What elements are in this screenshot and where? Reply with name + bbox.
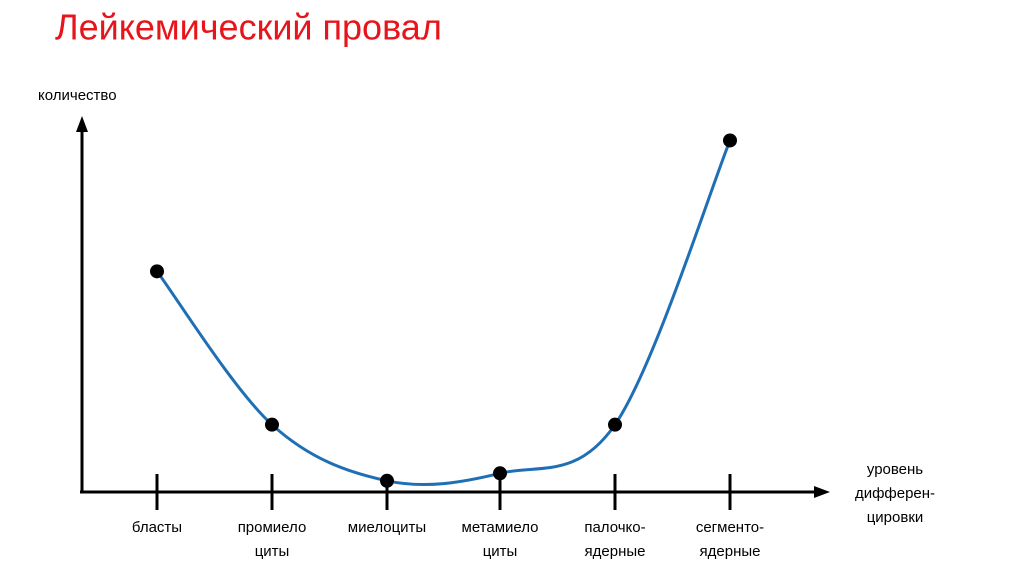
- x-tick-label: циты: [255, 543, 290, 560]
- point: [150, 264, 164, 279]
- x-axis-label: уровень: [867, 461, 923, 478]
- point: [265, 417, 279, 432]
- x-tick-label: сегменто-: [696, 519, 764, 536]
- x-tick-label: миелоциты: [348, 519, 426, 536]
- y-axis-label: количество: [38, 87, 117, 104]
- point: [380, 473, 394, 488]
- chart-title: Лейкемический провал: [55, 7, 442, 48]
- x-tick-label: циты: [483, 543, 518, 560]
- x-tick-label: бласты: [132, 519, 182, 536]
- point: [723, 133, 737, 148]
- x-tick-label: метамиело: [462, 519, 539, 536]
- x-tick-label: промиело: [238, 519, 307, 536]
- point: [493, 466, 507, 481]
- x-tick-label: ядерные: [700, 543, 761, 560]
- y-axis-arrow: [76, 116, 88, 132]
- curve: [155, 139, 732, 486]
- x-axis-label: дифферен-: [855, 485, 935, 502]
- x-axis-label: цировки: [867, 509, 924, 526]
- x-tick-label: ядерные: [585, 543, 646, 560]
- point: [608, 417, 622, 432]
- x-tick-label: палочко-: [584, 519, 645, 536]
- x-axis-arrow: [814, 486, 830, 498]
